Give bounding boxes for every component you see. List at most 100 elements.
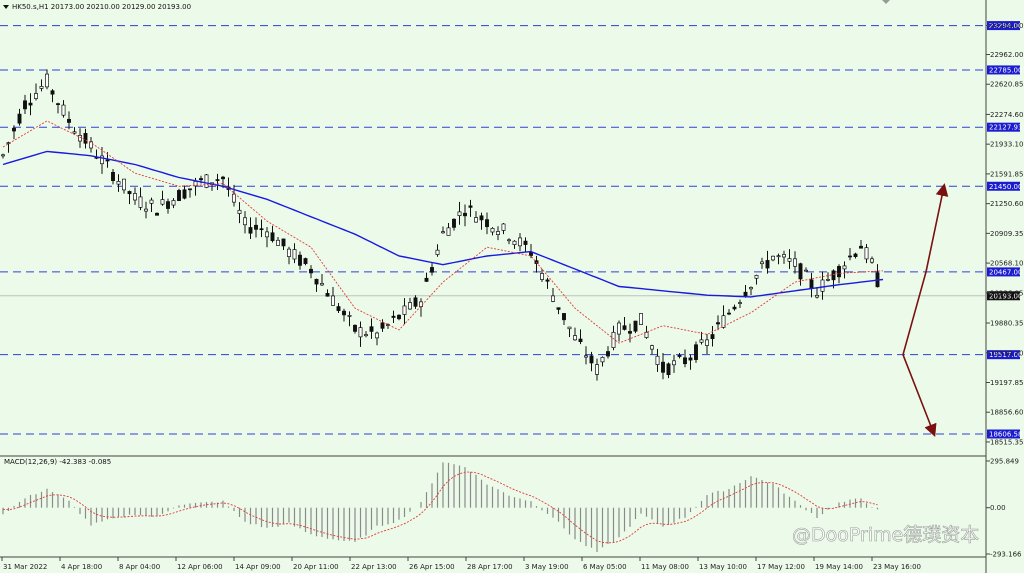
candle-body: [292, 249, 297, 260]
candle-body: [424, 277, 429, 282]
current-price-box: [987, 291, 1020, 301]
shift-marker-icon[interactable]: [882, 0, 890, 4]
candle-body: [859, 245, 863, 249]
candle-body: [694, 344, 698, 360]
y-tick-label: 20226.85: [990, 289, 1023, 297]
moving-averages: [2, 120, 884, 344]
candle-body: [820, 279, 825, 292]
candle-body: [633, 320, 638, 332]
candle-body: [468, 205, 473, 208]
candle-body: [287, 248, 291, 257]
macd-header: MACD(12,26,9) -42.383 -0.085: [4, 458, 111, 466]
x-tick-label: 14 Apr 09:00: [235, 563, 281, 571]
candle-body: [232, 193, 236, 203]
level-label-box: [987, 181, 1020, 191]
level-label: 22127.93: [989, 124, 1022, 132]
y-tick-label: 19197.85: [990, 379, 1023, 387]
x-tick-label: 19 May 14:00: [815, 563, 863, 571]
candle-body: [243, 217, 247, 226]
time-axis-ticks: 31 Mar 2022 4 Apr 18:00 8 Apr 04:00 12 Apr …: [1, 557, 921, 571]
candle-body: [83, 133, 88, 144]
level-label: 20467.00: [989, 268, 1022, 276]
candle-body: [45, 73, 49, 88]
candle-body: [501, 223, 506, 231]
candle-body: [710, 334, 715, 340]
candle-body: [149, 199, 154, 204]
x-tick-label: 23 May 16:00: [873, 563, 921, 571]
candle-body: [188, 188, 192, 191]
candle-body: [628, 331, 632, 334]
level-label-box: [987, 122, 1020, 132]
candle-body: [347, 315, 352, 317]
candle-body: [760, 261, 764, 265]
candle-body: [644, 331, 649, 338]
candle-body: [683, 357, 687, 365]
y-tick-label: 23294.00: [990, 22, 1023, 30]
level-label: 22785.00: [989, 66, 1022, 74]
y-tick-label: 22274.60: [990, 111, 1023, 119]
candle-body: [606, 351, 610, 357]
collapse-triangle-icon[interactable]: [3, 5, 9, 9]
candle-body: [776, 255, 781, 258]
watermark-text: @DooPrime德璞资本: [792, 524, 979, 546]
candle-body: [182, 189, 187, 199]
candle-body: [265, 231, 269, 238]
candle-body: [61, 104, 66, 116]
level-label-box: [987, 65, 1020, 75]
candle-body: [413, 297, 418, 307]
level-label-box: [987, 350, 1020, 360]
candle-body: [435, 249, 440, 255]
symbol-header: HK50.s,H1 20173.00 20210.00 20129.00 201…: [12, 3, 191, 11]
candle-body: [837, 266, 841, 278]
candle-body: [611, 331, 616, 348]
candle-body: [765, 260, 770, 269]
candle-body: [281, 238, 286, 247]
x-tick-label: 12 Apr 06:00: [177, 563, 223, 571]
candle-body: [523, 240, 528, 245]
candle-body: [496, 231, 500, 235]
candle-body: [105, 159, 110, 162]
x-tick-label: 6 May 05:00: [583, 563, 627, 571]
y-tick-label: 22962.00: [990, 51, 1023, 59]
candle-body: [826, 279, 830, 281]
candle-body: [391, 315, 396, 318]
x-tick-label: 28 Apr 17:00: [467, 563, 513, 571]
candle-body: [100, 155, 104, 165]
candle-body: [380, 322, 385, 329]
candle-body: [116, 181, 121, 185]
candle-body: [314, 278, 319, 285]
candle-body: [441, 231, 445, 234]
candle-body: [298, 254, 302, 266]
candle-body: [622, 325, 627, 330]
level-label-box: [987, 21, 1020, 31]
macd-panel: 295.849 0.00 -293.166: [2, 458, 1022, 559]
candle-body: [738, 302, 742, 304]
ma-slow-line: [2, 150, 884, 298]
candle-body: [12, 127, 16, 132]
candle-body: [749, 287, 753, 290]
x-tick-label: 20 Apr 11:00: [293, 563, 339, 571]
macd-y-tick-label: 295.849: [990, 458, 1019, 466]
y-tick-label: 19880.35: [990, 320, 1023, 328]
y-tick-label: 20568.10: [990, 260, 1023, 268]
y-tick-label: 19539.10: [990, 349, 1023, 357]
candle-body: [595, 364, 599, 375]
candle-body: [276, 239, 280, 246]
candle-body: [270, 232, 275, 242]
candle-body: [672, 360, 676, 366]
y-tick-label: 22620.85: [990, 81, 1023, 89]
macd-y-tick-label: 0.00: [990, 504, 1006, 512]
watermark: @DooPrime德璞资本: [792, 524, 980, 547]
candle-body: [831, 270, 836, 281]
candle-body: [331, 295, 335, 306]
candle-body: [864, 247, 869, 260]
candle-body: [457, 211, 462, 216]
candle-body: [221, 176, 225, 180]
candle-body: [562, 313, 566, 321]
bearish-scenario-arrow: [902, 354, 937, 437]
candle-body: [17, 113, 22, 124]
ma-fast-line: [2, 120, 884, 344]
candle-body: [661, 361, 665, 373]
x-tick-label: 3 May 19:00: [525, 563, 569, 571]
